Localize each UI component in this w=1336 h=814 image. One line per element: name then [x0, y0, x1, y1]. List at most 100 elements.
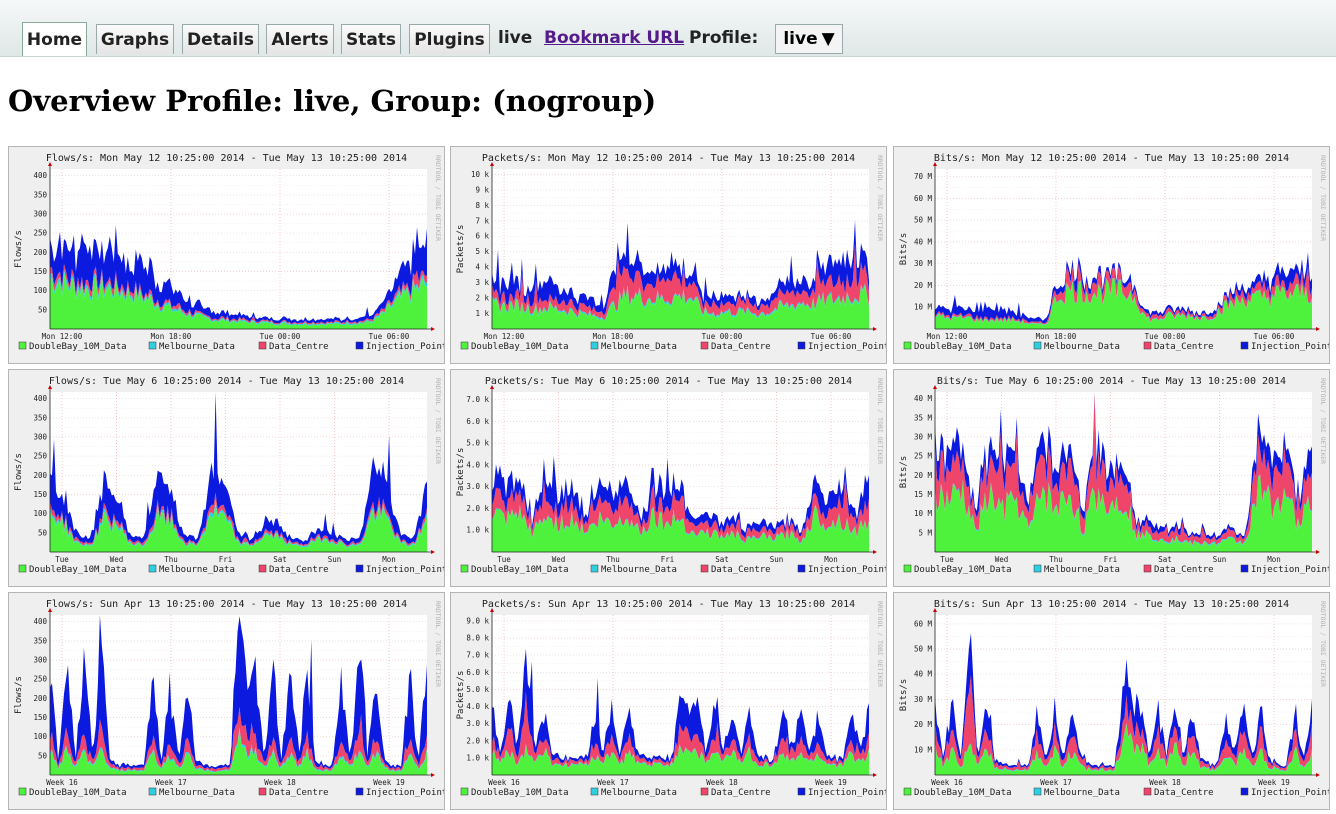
legend-swatch	[700, 564, 709, 573]
y-tick-label: 250	[33, 675, 47, 684]
y-tick-label: 200	[33, 248, 47, 257]
y-tick-label: 2 k	[475, 294, 489, 303]
rrdtool-watermark: RRDTOOL / TOBI OETIKER	[434, 601, 442, 687]
legend-label: DoubleBay_10M_Data	[471, 788, 569, 798]
legend-label: Data_Centre	[711, 565, 771, 575]
y-tick-label: 50 M	[914, 645, 933, 654]
graph-title: Bits/s: Sun Apr 13 10:25:00 2014 - Tue M…	[934, 599, 1289, 610]
legend-swatch	[797, 787, 806, 796]
legend-label: DoubleBay_10M_Data	[914, 342, 1012, 352]
legend-swatch	[1033, 787, 1042, 796]
y-tick-label: 5 k	[475, 247, 489, 256]
y-axis-label: Flows/s	[14, 230, 24, 268]
series-area	[50, 727, 427, 773]
rrdtool-watermark: RRDTOOL / TOBI OETIKER	[876, 601, 884, 687]
y-axis-arrow-icon	[48, 608, 52, 612]
legend-label: Injection_Point	[1251, 342, 1329, 352]
series-area	[935, 633, 1312, 769]
traffic-graph[interactable]: Packets/s: Sun Apr 13 10:25:00 2014 - Tu…	[450, 592, 887, 810]
series-area	[935, 392, 1312, 541]
x-tick-label: Tue 06:00	[811, 332, 852, 341]
x-tick-label: Mon 12:00	[927, 332, 968, 341]
profile-label: Profile:	[689, 28, 759, 48]
y-tick-label: 1 k	[475, 309, 489, 318]
legend-label: DoubleBay_10M_Data	[29, 342, 127, 352]
traffic-graph[interactable]: Packets/s: Mon May 12 10:25:00 2014 - Tu…	[450, 146, 887, 364]
legend-label: DoubleBay_10M_Data	[471, 342, 569, 352]
legend-swatch	[148, 564, 157, 573]
x-tick-label: Week 17	[597, 778, 629, 787]
series-area	[50, 225, 427, 324]
x-tick-label: Mon 18:00	[151, 332, 192, 341]
legend-swatch	[903, 787, 912, 796]
tab-plugins[interactable]: Plugins	[409, 24, 490, 54]
y-tick-label: 6.0 k	[466, 417, 489, 426]
legend-swatch	[797, 341, 806, 350]
y-tick-label: 7.0 k	[466, 395, 489, 404]
legend-label: Data_Centre	[1154, 788, 1214, 798]
tab-home[interactable]: Home	[22, 22, 87, 56]
traffic-graph[interactable]: Flows/s: Mon May 12 10:25:00 2014 - Tue …	[8, 146, 445, 364]
tab-alerts[interactable]: Alerts	[266, 24, 334, 54]
y-tick-label: 9 k	[475, 185, 489, 194]
x-tick-label: Mon 12:00	[484, 332, 525, 341]
x-tick-label: Sun	[770, 555, 784, 564]
traffic-graph[interactable]: Flows/s: Sun Apr 13 10:25:00 2014 - Tue …	[8, 592, 445, 810]
y-tick-label: 30 M	[914, 259, 933, 268]
graph-title: Flows/s: Mon May 12 10:25:00 2014 - Tue …	[46, 153, 407, 164]
legend-label: DoubleBay_10M_Data	[914, 565, 1012, 575]
x-axis-arrow-icon	[1316, 550, 1320, 554]
navigation-bar: Home Graphs Details Alerts Stats Plugins…	[0, 0, 1336, 57]
traffic-graph[interactable]: Bits/s: Sun Apr 13 10:25:00 2014 - Tue M…	[893, 592, 1330, 810]
legend-label: Melbourne_Data	[1044, 788, 1120, 798]
traffic-graph[interactable]: Bits/s: Mon May 12 10:25:00 2014 - Tue M…	[893, 146, 1330, 364]
x-tick-label: Week 16	[931, 778, 963, 787]
y-tick-label: 40 M	[914, 237, 933, 246]
y-tick-label: 30 M	[914, 433, 933, 442]
y-tick-label: 4.0 k	[466, 702, 489, 711]
bookmark-url-link[interactable]: Bookmark URL	[544, 28, 685, 48]
x-tick-label: Week 17	[1040, 778, 1072, 787]
legend-swatch	[258, 787, 267, 796]
y-tick-label: 70 M	[914, 172, 933, 181]
x-tick-label: Thu	[164, 555, 178, 564]
graph-title: Bits/s: Tue May 6 10:25:00 2014 - Tue Ma…	[937, 376, 1286, 387]
traffic-graph[interactable]: Packets/s: Tue May 6 10:25:00 2014 - Tue…	[450, 369, 887, 587]
series-area	[935, 392, 1312, 546]
profile-select[interactable]: live ▼	[775, 24, 843, 54]
rrdtool-watermark: RRDTOOL / TOBI OETIKER	[1319, 155, 1327, 241]
legend-swatch	[590, 341, 599, 350]
traffic-graph[interactable]: Flows/s: Tue May 6 10:25:00 2014 - Tue M…	[8, 369, 445, 587]
y-tick-label: 30 M	[914, 695, 933, 704]
y-axis-label: Bits/s	[899, 456, 909, 489]
x-tick-label: Tue	[940, 555, 954, 564]
legend-swatch	[460, 564, 469, 573]
tab-graphs[interactable]: Graphs	[96, 24, 174, 54]
y-tick-label: 8.0 k	[466, 634, 489, 643]
traffic-graph[interactable]: Bits/s: Tue May 6 10:25:00 2014 - Tue Ma…	[893, 369, 1330, 587]
legend-swatch	[903, 564, 912, 573]
x-tick-label: Mon 18:00	[593, 332, 634, 341]
y-tick-label: 300	[33, 210, 47, 219]
legend-label: Data_Centre	[711, 788, 771, 798]
graph-title: Packets/s: Mon May 12 10:25:00 2014 - Tu…	[482, 153, 855, 164]
y-tick-label: 40 M	[914, 670, 933, 679]
profile-select-value: live	[783, 29, 818, 49]
tab-stats[interactable]: Stats	[341, 24, 401, 54]
chevron-down-icon: ▼	[821, 29, 835, 49]
legend-label: Data_Centre	[269, 788, 329, 798]
tab-details[interactable]: Details	[182, 24, 259, 54]
y-axis-label: Bits/s	[899, 679, 909, 712]
legend-swatch	[1240, 564, 1249, 573]
y-axis-label: Bits/s	[899, 233, 909, 266]
legend-label: Melbourne_Data	[159, 788, 235, 798]
x-axis-arrow-icon	[873, 773, 877, 777]
legend-swatch	[460, 787, 469, 796]
y-tick-label: 10 k	[471, 170, 490, 179]
y-axis-label: Packets/s	[456, 448, 466, 497]
series-area	[492, 744, 869, 775]
legend-label: Melbourne_Data	[1044, 565, 1120, 575]
x-tick-label: Week 18	[706, 778, 738, 787]
legend-swatch	[1240, 787, 1249, 796]
legend-swatch	[18, 564, 27, 573]
